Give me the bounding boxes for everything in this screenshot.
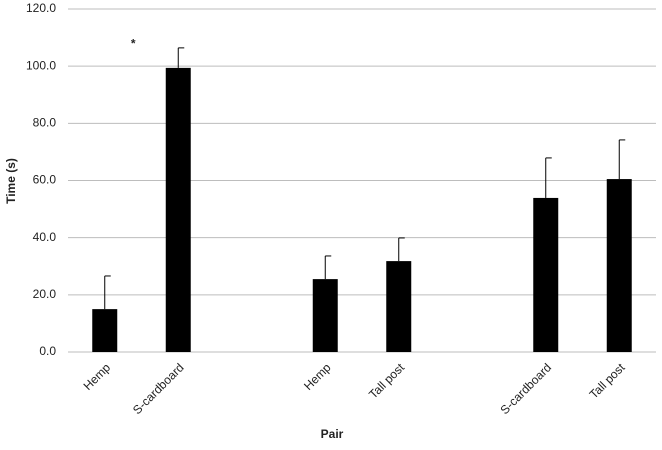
y-tick-label: 0.0 [39, 344, 56, 358]
bar [312, 279, 338, 352]
y-tick-label: 60.0 [33, 173, 57, 187]
bar [533, 197, 559, 352]
y-tick-label: 120.0 [26, 1, 56, 15]
x-tick-label: Hemp [81, 360, 114, 393]
y-tick-label: 100.0 [26, 58, 56, 72]
y-tick-label: 80.0 [33, 116, 57, 130]
y-axis-title: Time (s) [4, 158, 18, 204]
annotation: * [131, 37, 136, 51]
bar [165, 67, 191, 353]
x-tick-label: Tall post [587, 360, 628, 401]
x-axis-title: Pair [321, 427, 344, 441]
bar [386, 261, 412, 352]
bar [92, 309, 118, 352]
x-tick-label: Hemp [301, 360, 334, 393]
x-tick-label: Tall post [366, 360, 407, 401]
x-tick-label: S-cardboard [498, 360, 555, 417]
x-tick-label: S-cardboard [130, 360, 187, 417]
y-tick-label: 20.0 [33, 287, 57, 301]
bar [606, 179, 632, 352]
y-tick-label: 40.0 [33, 230, 57, 244]
